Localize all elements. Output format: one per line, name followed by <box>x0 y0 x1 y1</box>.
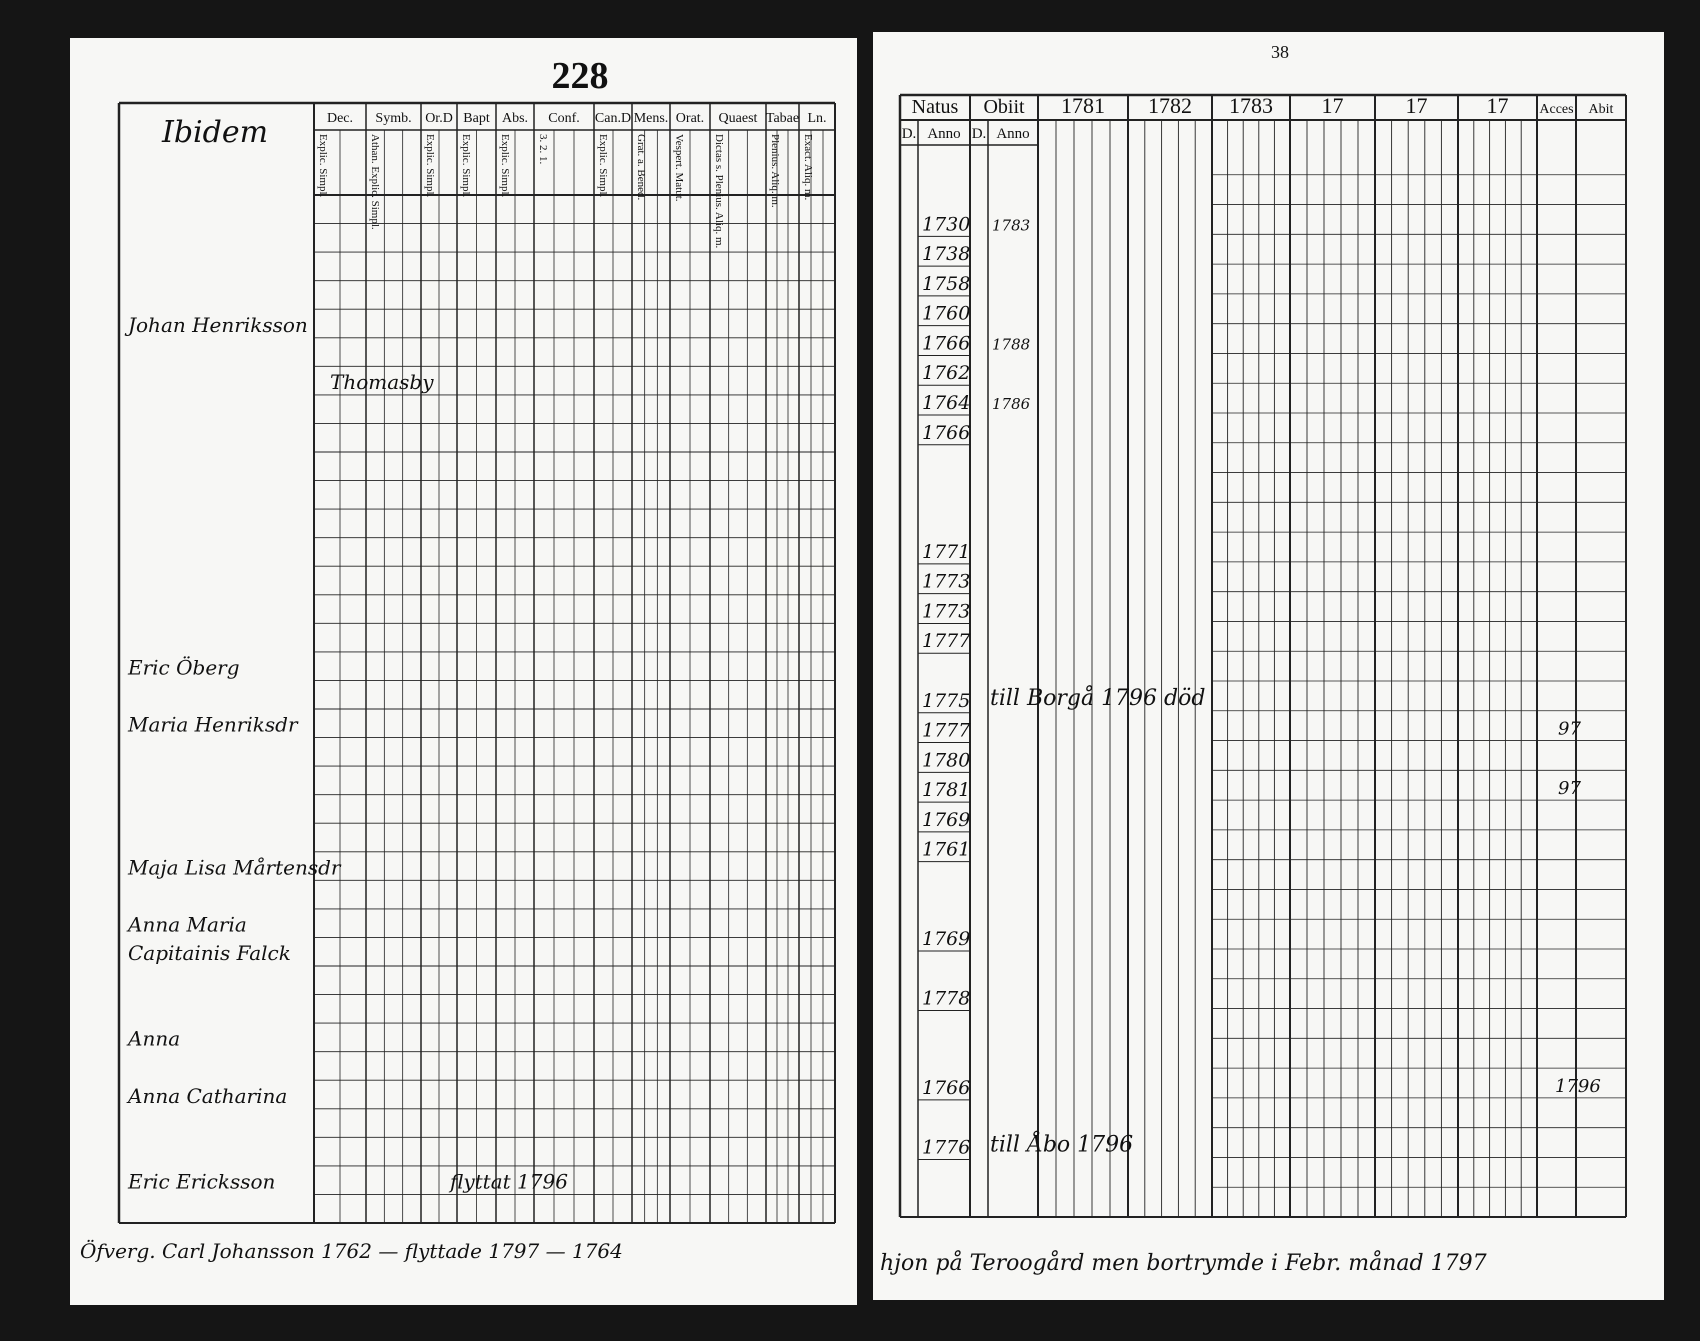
column-label: Obiit <box>983 96 1025 118</box>
birth-year: 1760 <box>922 303 970 325</box>
row-name: Anna <box>126 1027 180 1051</box>
column-sublabel: Grat. a. Bened. <box>635 134 647 201</box>
row-name: Anna Maria <box>126 912 247 936</box>
birth-year: 1781 <box>922 779 970 801</box>
birth-year: 1769 <box>922 928 970 950</box>
death-year: 1783 <box>992 216 1030 234</box>
birth-year: 1766 <box>922 1077 970 1099</box>
column-label: Dec. <box>327 111 353 126</box>
column-sublabel: Anno <box>927 126 960 142</box>
footer: hjon på Teroogård men bortrymde i Febr. … <box>880 1249 1487 1276</box>
column-label: Abs. <box>502 111 528 126</box>
column-sublabel: Explic. Simpl. <box>499 134 511 198</box>
column-label: Acces <box>1539 102 1573 117</box>
birth-year: 1773 <box>922 600 970 622</box>
column-label: 17 <box>1322 93 1344 118</box>
column-sublabel: D. <box>902 126 917 142</box>
note: 1796 <box>1555 1076 1601 1097</box>
row-name: Johan Henriksson <box>124 313 308 337</box>
column-label: 1782 <box>1148 93 1192 118</box>
column-sublabel: D. <box>972 126 987 142</box>
birth-year: 1776 <box>922 1136 970 1158</box>
column-sublabel: 3. 2. 1. <box>537 134 549 165</box>
page-number: 228 <box>552 55 609 97</box>
column-label: Can.D <box>595 111 631 126</box>
column-sublabel: Explic. Simpl. <box>460 134 472 198</box>
column-sublabel: Explic. Simpl. <box>424 134 436 198</box>
death-year: 1786 <box>992 395 1031 413</box>
column-label: Conf. <box>548 111 580 126</box>
column-label: 17 <box>1487 93 1509 118</box>
note: till Borgå 1796 död <box>990 684 1205 711</box>
birth-year: 1773 <box>922 571 970 593</box>
column-label: Tabae <box>766 111 799 126</box>
column-sublabel: Exact. Aliq. m. <box>802 134 814 201</box>
row-name: Anna Catharina <box>126 1084 287 1108</box>
note: 97 <box>1558 719 1581 740</box>
footer: Öfverg. Carl Johansson 1762 — flyttade 1… <box>80 1238 623 1263</box>
column-label: Mens. <box>634 111 669 126</box>
column-label: 1783 <box>1229 93 1273 118</box>
birth-year: 1777 <box>922 720 971 742</box>
birth-year: 1777 <box>922 630 971 652</box>
page-number: 38 <box>1271 42 1289 62</box>
right-page: 38 Natus D. Anno Obiit D. Anno 1781 1782 1783 17 17… <box>880 42 1627 1276</box>
row-name: Capitainis Falck <box>128 941 291 965</box>
note: 97 <box>1558 778 1581 799</box>
birth-year: 1730 <box>922 213 970 235</box>
death-year: 1788 <box>992 335 1030 353</box>
birth-year: 1758 <box>922 273 970 295</box>
column-sublabel: Athan. Explic. Simpl. <box>369 134 381 230</box>
birth-year: 1778 <box>922 988 970 1010</box>
row-name: Eric Öberg <box>127 654 240 679</box>
birth-year: 1738 <box>922 243 970 265</box>
column-label: Symb. <box>375 111 411 126</box>
row-name: Maja Lisa Mårtensdr <box>127 855 342 879</box>
column-label: Natus <box>912 96 959 118</box>
column-label: 17 <box>1406 93 1428 118</box>
row-name: Eric Ericksson <box>127 1169 275 1193</box>
column-label: 1781 <box>1061 93 1105 118</box>
column-sublabel: Dictas s. Plenius. Aliq. m. <box>713 134 725 249</box>
column-sublabel: Vespert. Matut. <box>673 134 685 202</box>
row-name: Maria Henriksdr <box>127 713 299 737</box>
right-sheet <box>873 32 1664 1300</box>
left-page: 228 Ibidem Dec. Explic. Simpl. Symb. Athan. E… <box>80 55 836 1263</box>
column-sublabel: Explic. Simpl. <box>317 134 329 198</box>
birth-year: 1771 <box>922 541 970 563</box>
column-label: Abit <box>1589 102 1614 117</box>
column-label: Or.D <box>425 111 453 126</box>
column-sublabel: Explic. Simpl. <box>597 134 609 198</box>
left-sheet <box>70 38 857 1305</box>
birth-year: 1766 <box>922 422 970 444</box>
column-sublabel: Plenius. Aliq. m. <box>769 134 781 208</box>
birth-year: 1769 <box>922 809 970 831</box>
birth-year: 1762 <box>922 362 970 384</box>
row-name: flyttat 1796 <box>448 1169 568 1193</box>
birth-year: 1766 <box>922 332 970 354</box>
note: till Åbo 1796 <box>990 1129 1133 1157</box>
column-label: Ln. <box>807 111 826 126</box>
birth-year: 1761 <box>922 839 970 861</box>
column-label: Bapt <box>463 111 490 126</box>
header: Ibidem <box>161 115 268 150</box>
birth-year: 1780 <box>922 749 970 771</box>
column-label: Quaest <box>719 111 758 126</box>
birth-year: 1775 <box>922 690 970 712</box>
birth-year: 1764 <box>922 392 970 414</box>
column-label: Orat. <box>676 111 704 126</box>
column-sublabel: Anno <box>996 126 1029 142</box>
row-name: Thomasby <box>330 370 434 394</box>
